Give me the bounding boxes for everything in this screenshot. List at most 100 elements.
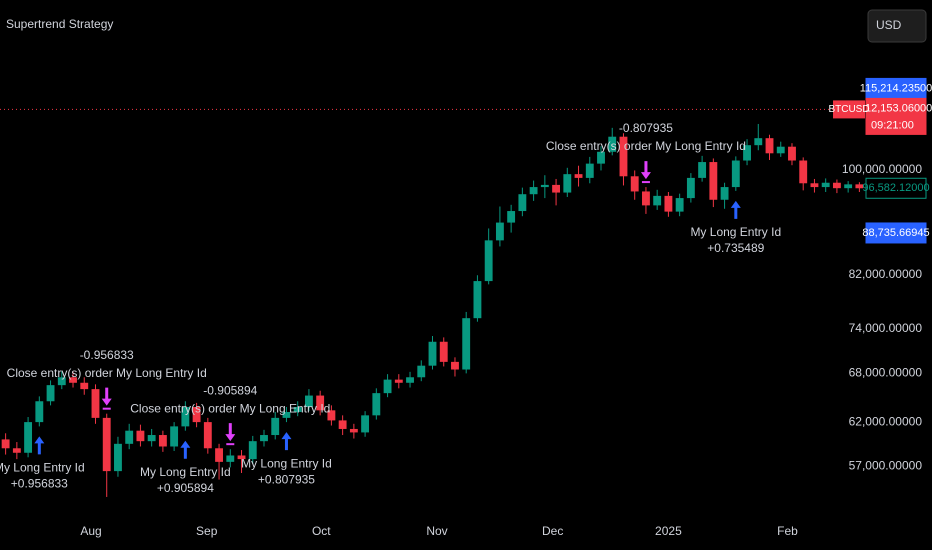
candle-body (642, 191, 650, 206)
entry-arrow (281, 432, 292, 451)
x-tick-label: Sep (196, 524, 218, 538)
candle-body (810, 183, 819, 188)
exit-arrow (225, 423, 236, 442)
chart-title: Supertrend Strategy (6, 17, 113, 31)
candle-body (35, 401, 44, 423)
price-label: 96,582.12000 (862, 182, 929, 194)
price-label: 88,735.66945 (862, 227, 929, 239)
candle-body (507, 211, 516, 223)
candle-body (585, 163, 594, 178)
x-tick-label: 2025 (655, 524, 682, 538)
symbol-label: BTCUSD (828, 104, 869, 115)
entry-label: My Long Entry Id (0, 461, 85, 475)
price-label-box (865, 177, 927, 199)
x-tick-label: Oct (312, 524, 331, 538)
candle-body (832, 182, 841, 189)
candle-body (80, 382, 89, 390)
exit-qty: -0.807935 (619, 121, 673, 135)
entry-label: My Long Entry Id (690, 225, 781, 239)
candle-body (136, 430, 145, 442)
candle-body (260, 435, 268, 442)
exit-label: Close entry(s) order My Long Entry Id (7, 366, 207, 380)
candle-body (776, 146, 785, 154)
candle-body (170, 426, 179, 447)
exit-qty: -0.905894 (203, 383, 257, 397)
candle-body (248, 441, 257, 460)
entry-arrow (730, 200, 741, 219)
candle-body (237, 455, 246, 460)
candle-body (540, 184, 549, 188)
candle-body (619, 136, 628, 177)
candle-body (495, 222, 504, 241)
candle-body (552, 184, 561, 193)
candle-body (102, 417, 111, 472)
entry-arrow (34, 436, 45, 455)
candle-body (349, 428, 358, 433)
candle-body (473, 281, 482, 319)
candle-body (709, 162, 718, 200)
entry-arrow (180, 440, 191, 459)
y-tick-label: 68,000.00000 (849, 366, 923, 380)
candle-body (484, 240, 493, 282)
candle-body (428, 341, 437, 366)
candle-body (630, 176, 639, 192)
candle-body (406, 377, 414, 383)
candle-body (24, 422, 33, 453)
candle-body (451, 361, 459, 370)
candle-body (383, 379, 392, 394)
price-label: 112,153.06000 (860, 102, 932, 114)
candle-body (821, 182, 830, 188)
candle-body (91, 389, 100, 418)
exit-label: Close entry(s) order My Long Entry Id (546, 139, 746, 153)
entry-qty: +0.905894 (157, 481, 214, 495)
candle-body (12, 448, 21, 453)
candle-body (1, 439, 10, 449)
exit-label: Close entry(s) order My Long Entry Id (130, 401, 330, 415)
candle-body (855, 184, 864, 189)
candle-body (316, 395, 325, 411)
candle-body (203, 422, 212, 449)
y-tick-label: 82,000.00000 (849, 267, 923, 281)
candle-body (518, 194, 527, 212)
candle-body (675, 198, 684, 212)
entry-qty: +0.807935 (258, 472, 315, 486)
price-label-box (865, 222, 927, 244)
candle-body (563, 174, 572, 193)
entry-label: My Long Entry Id (241, 456, 332, 470)
y-tick-label: 74,000.00000 (849, 321, 923, 335)
candle-body (372, 393, 381, 416)
y-tick-label: 62,000.00000 (849, 414, 923, 428)
candle-body (698, 162, 707, 178)
candle-body (282, 411, 291, 418)
exit-arrow (101, 387, 112, 406)
exit-qty: -0.956833 (80, 348, 134, 362)
y-tick-label: 100,000.00000 (842, 162, 922, 176)
candle-body (192, 407, 201, 423)
candle-body (338, 420, 347, 429)
candle-body (686, 177, 695, 199)
candle-body (114, 443, 122, 472)
candle-body (754, 138, 763, 146)
currency-label: USD (876, 18, 902, 32)
candle-body (181, 407, 190, 427)
candle-body (304, 395, 313, 408)
candle-body (844, 184, 853, 189)
candle-body (46, 385, 55, 402)
candle-body (720, 187, 729, 200)
candle-body (743, 145, 751, 161)
candle-body (125, 430, 134, 444)
exit-arrow (640, 161, 651, 180)
price-label-box (865, 97, 927, 135)
candle-body (574, 174, 583, 178)
entry-label: My Long Entry Id (140, 465, 231, 479)
candle-body (417, 365, 426, 378)
candle-body (765, 138, 774, 154)
candle-body (799, 160, 808, 184)
currency-button[interactable] (867, 9, 927, 43)
candle-body (608, 136, 617, 152)
price-label: 115,214.23500 (860, 82, 932, 94)
candle-body (361, 415, 370, 433)
